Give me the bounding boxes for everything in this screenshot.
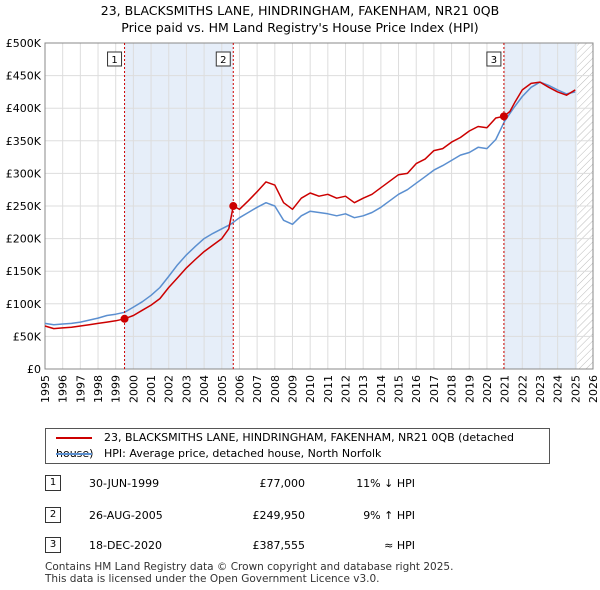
plot-frame [44,42,594,370]
x-tick-label: 2012 [340,375,353,403]
sale-point [229,202,238,211]
y-tick-label: £400K [6,102,42,115]
x-tick-label: 2001 [145,375,158,403]
x-tick-label: 1997 [74,375,87,403]
price-chart: £0 £50K £100K £150K £200K £250K £300K £350K £400… [6,37,600,403]
sale-price: £249,950 [252,509,306,522]
x-tick-label: 2007 [251,375,264,403]
sale-marker-label: 2 [220,55,226,66]
title-line-1: 23, BLACKSMITHS LANE, HINDRINGHAM, FAKEN… [100,3,500,18]
sale-marker-label: 1 [111,55,117,66]
sale-price: £77,000 [259,477,306,490]
sale-row: 1 30-JUN-1999 £77,000 11% ↓ HPI [45,475,465,493]
legend-item-hpi: HPI: Average price, detached house, Nort… [56,446,381,462]
title-line-2: Price paid vs. HM Land Registry's House … [121,20,479,35]
y-tick-label: £150K [6,265,42,278]
sale-point [120,314,129,323]
sale-point [499,112,508,121]
x-tick-label: 1996 [57,375,70,403]
sale-number-badge: 3 [45,537,61,553]
y-tick-label: £50K [13,330,42,343]
sale-hpi-comparison: 11% ↓ HPI [356,477,415,490]
sale-date: 26-AUG-2005 [89,509,163,522]
x-tick-label: 2011 [322,375,335,403]
x-tick-label: 2013 [357,375,370,403]
x-tick-label: 2008 [269,375,282,403]
x-tick-label: 2009 [286,375,299,403]
y-tick-label: £450K [6,70,42,83]
sale-marker-label: 3 [491,55,497,66]
hpi-line [44,81,576,326]
x-tick-label: 2014 [375,375,388,403]
legend-item-price: 23, BLACKSMITHS LANE, HINDRINGHAM, FAKEN… [56,430,549,460]
y-tick-label: £500K [6,37,42,50]
sale-row: 2 26-AUG-2005 £249,950 9% ↑ HPI [45,507,465,525]
x-tick-label: 2025 [569,375,582,403]
x-tick-label: 2022 [516,375,529,403]
x-tick-label: 2016 [410,375,423,403]
x-tick-label: 2020 [481,375,494,403]
sale-hpi-comparison: ≈ HPI [384,539,415,552]
x-tick-label: 2002 [163,375,176,403]
sale-hpi-comparison: 9% ↑ HPI [363,509,415,522]
price-paid-line [44,81,576,330]
legend-hpi-label: HPI: Average price, detached house, Nort… [104,447,382,460]
footer-line-2: This data is licensed under the Open Gov… [45,573,380,585]
y-tick-label: £200K [6,233,42,246]
x-tick-label: 2024 [552,375,565,403]
x-tick-label: 2004 [198,375,211,403]
sale-date: 30-JUN-1999 [89,477,160,490]
x-tick-label: 2006 [233,375,246,403]
sale-date: 18-DEC-2020 [89,539,163,552]
sale-marker-box [486,51,502,67]
x-tick-label: 2021 [499,375,512,403]
sale-marker-box [215,51,231,67]
sale-marker-box [107,51,123,67]
x-tick-label: 2010 [304,375,317,403]
sale-price: £387,555 [252,539,306,552]
x-tick-label: 2017 [428,375,441,403]
x-tick-label: 2005 [216,375,229,403]
chart-title: 23, BLACKSMITHS LANE, HINDRINGHAM, FAKEN… [0,2,600,36]
x-tick-label: 2018 [446,375,459,403]
footer-attribution: Contains HM Land Registry data © Crown c… [45,561,453,585]
legend-price-swatch [56,437,92,439]
x-tick-label: 2023 [534,375,547,403]
sale-row: 3 18-DEC-2020 £387,555 ≈ HPI [45,537,465,555]
x-tick-label: 1995 [39,375,52,403]
y-tick-label: £100K [6,298,42,311]
footer-line-1: Contains HM Land Registry data © Crown c… [45,561,454,573]
x-tick-label: 2026 [587,375,600,403]
sale-number-badge: 1 [45,475,61,491]
y-tick-label: £350K [6,135,42,148]
x-tick-label: 1998 [92,375,105,403]
x-tick-label: 2003 [180,375,193,403]
chart-legend: 23, BLACKSMITHS LANE, HINDRINGHAM, FAKEN… [45,428,550,464]
x-tick-label: 2019 [463,375,476,403]
y-tick-label: £0 [27,363,41,376]
y-tick-label: £250K [6,200,42,213]
y-tick-label: £300K [6,167,42,180]
legend-hpi-swatch [56,453,92,455]
sale-number-badge: 2 [45,507,61,523]
x-tick-label: 2015 [393,375,406,403]
x-tick-label: 1999 [110,375,123,403]
x-tick-label: 2000 [127,375,140,403]
